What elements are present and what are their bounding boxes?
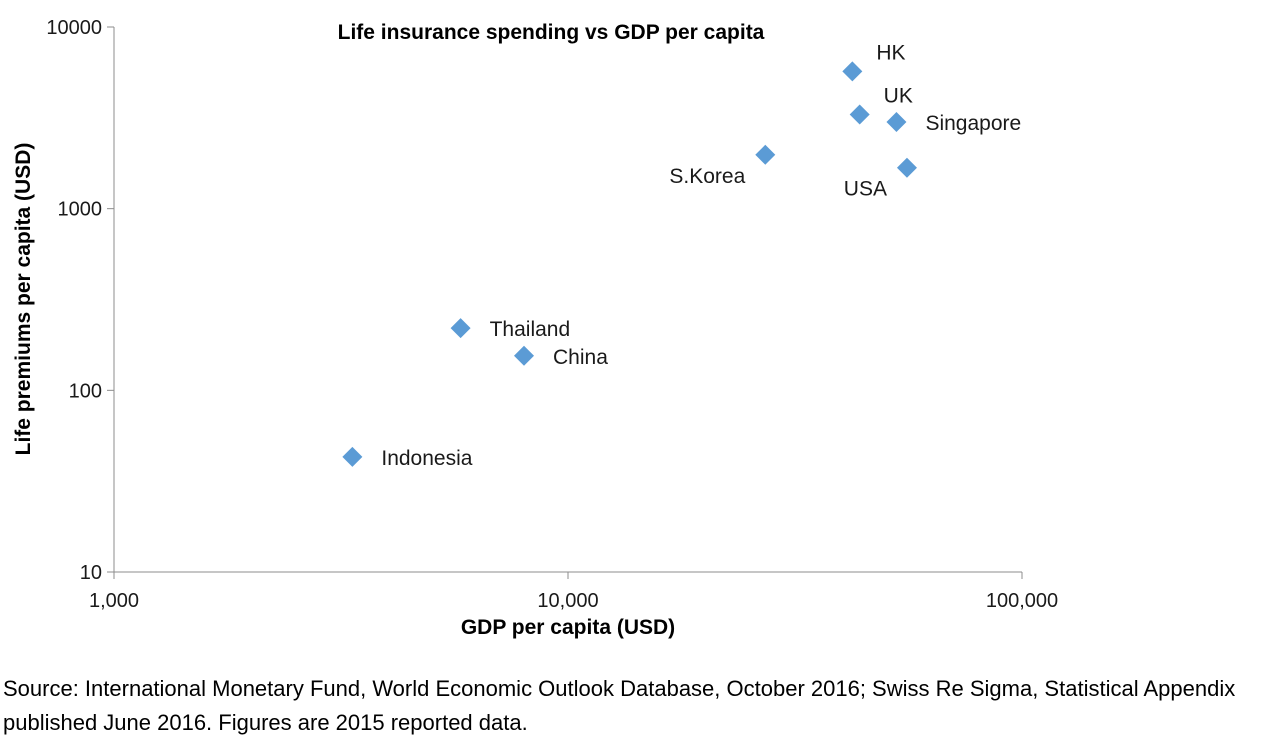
data-point [842,61,863,82]
y-axis-title: Life premiums per capita (USD) [12,143,35,456]
x-axis-title: GDP per capita (USD) [461,616,675,639]
x-tick-label: 100,000 [986,590,1058,612]
point-label: Indonesia [381,447,472,470]
y-tick-label: 10000 [46,17,102,39]
y-tick-label: 10 [80,562,102,584]
data-point [849,104,870,125]
data-point [886,111,907,132]
point-label: HK [876,41,905,64]
y-tick-label: 100 [69,380,102,402]
data-point [342,446,363,467]
data-points: HK UK Singapore USA S.Korea Thailand China Indo… [342,41,1021,470]
data-point [755,144,776,165]
point-label: Singapore [925,112,1021,135]
scatter-chart: Life insurance spending vs GDP per capit… [12,17,1058,639]
x-tick-label: 1,000 [89,590,139,612]
chart-title: Life insurance spending vs GDP per capit… [338,21,765,44]
point-label: Thailand [490,318,571,341]
point-label: USA [844,178,887,201]
tick-labels: 10 100 1000 10000 1,000 10,000 100,000 [46,17,1058,612]
y-tick-label: 1000 [58,199,103,221]
data-point [450,318,471,339]
axes [107,26,1023,579]
data-point [896,157,917,178]
point-label: S.Korea [669,165,745,188]
point-label: China [553,346,608,369]
point-label: UK [884,84,913,107]
source-note: Source: International Monetary Fund, Wor… [3,676,1236,735]
x-tick-label: 10,000 [537,590,598,612]
data-point [514,345,535,366]
